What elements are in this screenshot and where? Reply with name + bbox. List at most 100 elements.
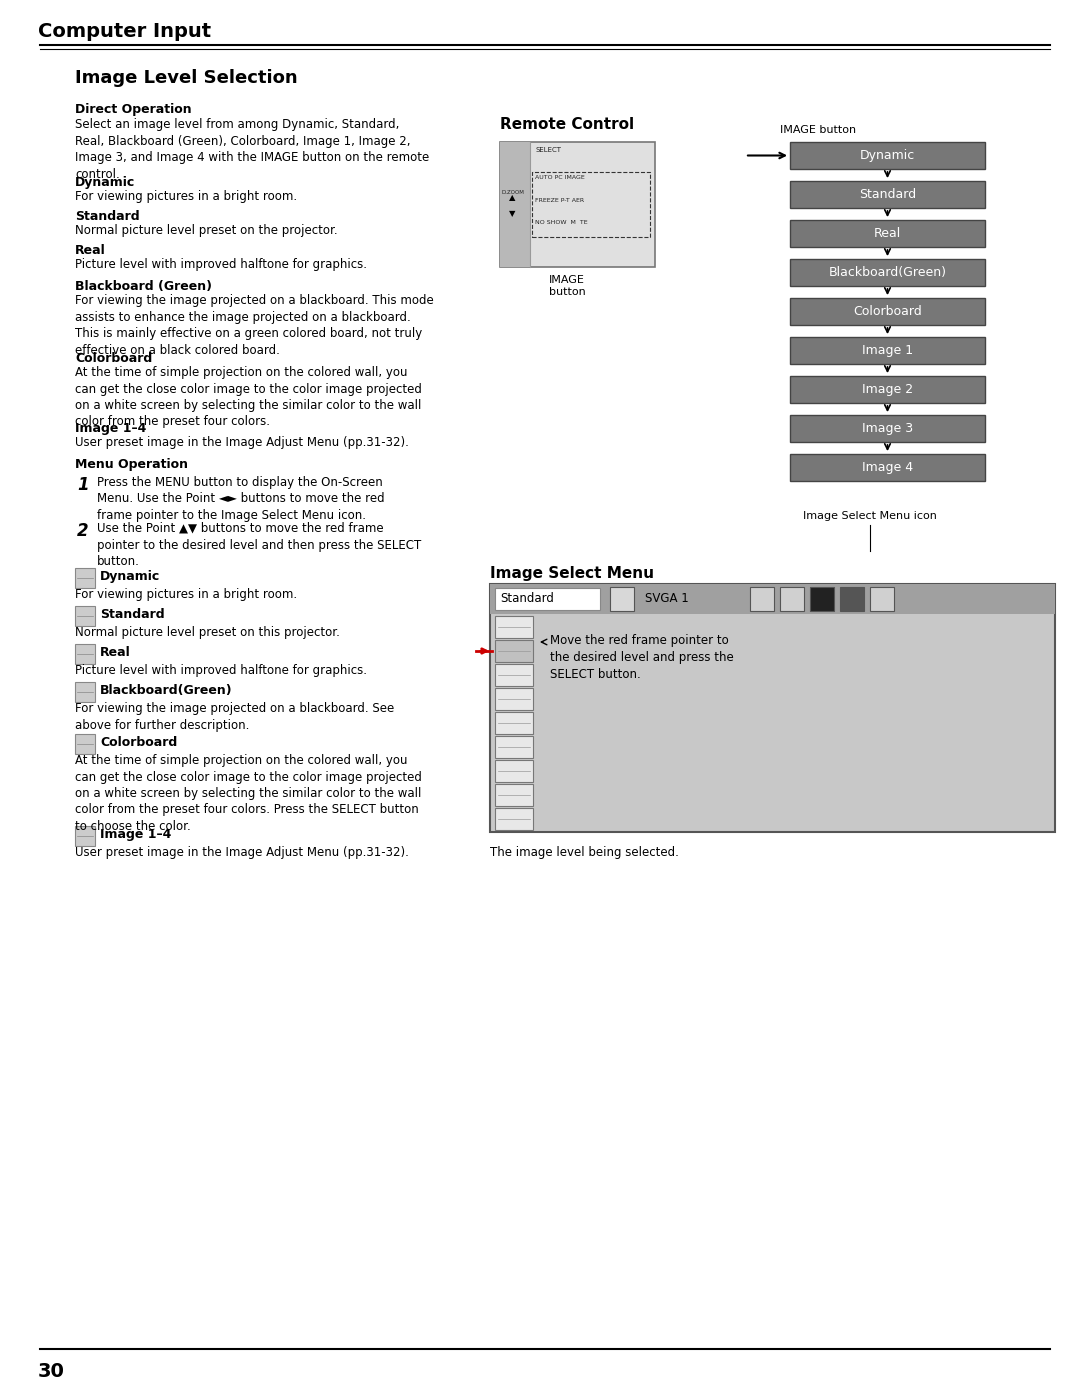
Text: Direct Operation: Direct Operation	[75, 103, 191, 116]
Text: Press the MENU button to display the On-Screen
Menu. Use the Point ◄► buttons to: Press the MENU button to display the On-…	[97, 476, 384, 522]
Ellipse shape	[505, 190, 523, 203]
FancyBboxPatch shape	[789, 219, 985, 247]
Ellipse shape	[561, 183, 578, 193]
FancyBboxPatch shape	[789, 415, 985, 441]
Text: For viewing pictures in a bright room.: For viewing pictures in a bright room.	[75, 588, 297, 601]
FancyBboxPatch shape	[75, 733, 95, 754]
Text: 2: 2	[77, 522, 89, 541]
FancyBboxPatch shape	[789, 454, 985, 481]
Text: Image 3: Image 3	[862, 422, 913, 434]
Text: Image Select Menu: Image Select Menu	[490, 566, 654, 581]
FancyBboxPatch shape	[495, 784, 534, 806]
FancyBboxPatch shape	[490, 584, 1055, 615]
FancyBboxPatch shape	[495, 736, 534, 759]
Text: D.ZOOM: D.ZOOM	[502, 190, 525, 196]
Text: Select an image level from among Dynamic, Standard,
Real, Blackboard (Green), Co: Select an image level from among Dynamic…	[75, 117, 429, 180]
Text: Image 4: Image 4	[862, 461, 913, 474]
Text: SVGA 1: SVGA 1	[645, 592, 689, 605]
FancyBboxPatch shape	[840, 587, 864, 610]
Text: Picture level with improved halftone for graphics.: Picture level with improved halftone for…	[75, 664, 367, 678]
FancyBboxPatch shape	[75, 644, 95, 664]
Text: Menu Operation: Menu Operation	[75, 458, 188, 471]
FancyBboxPatch shape	[495, 687, 534, 710]
Text: Computer Input: Computer Input	[38, 22, 211, 41]
Text: 1: 1	[77, 476, 89, 495]
Text: AUTO PC IMAGE: AUTO PC IMAGE	[535, 175, 584, 180]
Text: Image 2: Image 2	[862, 383, 913, 395]
Text: Image Level Selection: Image Level Selection	[75, 68, 298, 87]
FancyBboxPatch shape	[870, 587, 894, 610]
FancyBboxPatch shape	[810, 587, 834, 610]
Text: IMAGE
button: IMAGE button	[549, 275, 585, 296]
FancyBboxPatch shape	[495, 712, 534, 733]
Text: Normal picture level preset on this projector.: Normal picture level preset on this proj…	[75, 626, 340, 638]
Text: Blackboard(Green): Blackboard(Green)	[100, 685, 232, 697]
Text: At the time of simple projection on the colored wall, you
can get the close colo: At the time of simple projection on the …	[75, 366, 422, 429]
Text: Move the red frame pointer to
the desired level and press the
SELECT button.: Move the red frame pointer to the desire…	[550, 634, 733, 680]
FancyBboxPatch shape	[495, 807, 534, 830]
Ellipse shape	[536, 183, 553, 193]
FancyBboxPatch shape	[495, 588, 600, 610]
Text: SELECT: SELECT	[535, 147, 561, 154]
Text: Image 1–4: Image 1–4	[100, 828, 172, 841]
Text: Real: Real	[75, 244, 106, 257]
FancyBboxPatch shape	[789, 337, 985, 365]
FancyBboxPatch shape	[495, 640, 534, 662]
Text: FREEZE P-T AER: FREEZE P-T AER	[535, 198, 584, 203]
Text: Colorboard: Colorboard	[100, 736, 177, 749]
Text: IMAGE button: IMAGE button	[780, 124, 856, 136]
Text: Standard: Standard	[859, 189, 916, 201]
Text: Colorboard: Colorboard	[75, 352, 152, 365]
Text: Real: Real	[100, 645, 131, 659]
Text: Picture level with improved halftone for graphics.: Picture level with improved halftone for…	[75, 258, 367, 271]
Text: The image level being selected.: The image level being selected.	[490, 847, 679, 859]
Text: Image Select Menu icon: Image Select Menu icon	[804, 511, 937, 521]
Text: User preset image in the Image Adjust Menu (pp.31-32).: User preset image in the Image Adjust Me…	[75, 436, 409, 448]
Ellipse shape	[606, 205, 622, 215]
Text: ▼: ▼	[509, 210, 515, 218]
Ellipse shape	[561, 205, 578, 215]
Text: Dynamic: Dynamic	[860, 149, 915, 162]
Text: Normal picture level preset on the projector.: Normal picture level preset on the proje…	[75, 224, 338, 237]
Text: Real: Real	[874, 226, 901, 240]
Text: User preset image in the Image Adjust Menu (pp.31-32).: User preset image in the Image Adjust Me…	[75, 847, 409, 859]
FancyBboxPatch shape	[610, 587, 634, 610]
FancyBboxPatch shape	[495, 664, 534, 686]
FancyBboxPatch shape	[500, 142, 530, 267]
FancyBboxPatch shape	[789, 258, 985, 286]
Text: Colorboard: Colorboard	[853, 305, 922, 319]
Ellipse shape	[536, 226, 553, 237]
Text: Image 1–4: Image 1–4	[75, 422, 147, 434]
Text: Use the Point ▲▼ buttons to move the red frame
pointer to the desired level and : Use the Point ▲▼ buttons to move the red…	[97, 522, 421, 569]
FancyBboxPatch shape	[75, 682, 95, 703]
Ellipse shape	[606, 183, 622, 193]
FancyBboxPatch shape	[780, 587, 804, 610]
Text: For viewing pictures in a bright room.: For viewing pictures in a bright room.	[75, 190, 297, 203]
FancyBboxPatch shape	[789, 142, 985, 169]
Ellipse shape	[555, 155, 579, 165]
Text: 30: 30	[38, 1362, 65, 1382]
FancyBboxPatch shape	[75, 606, 95, 626]
Text: Blackboard(Green): Blackboard(Green)	[828, 265, 946, 279]
Text: Standard: Standard	[100, 608, 164, 622]
FancyBboxPatch shape	[789, 182, 985, 208]
FancyBboxPatch shape	[495, 616, 534, 638]
Text: Dynamic: Dynamic	[100, 570, 160, 583]
FancyBboxPatch shape	[495, 760, 534, 782]
Text: NO SHOW  M  TE: NO SHOW M TE	[535, 219, 588, 225]
Text: For viewing the image projected on a blackboard. This mode
assists to enhance th: For viewing the image projected on a bla…	[75, 293, 434, 356]
FancyBboxPatch shape	[750, 587, 774, 610]
FancyBboxPatch shape	[75, 569, 95, 588]
Text: Dynamic: Dynamic	[75, 176, 135, 189]
FancyBboxPatch shape	[490, 584, 1055, 833]
Text: For viewing the image projected on a blackboard. See
above for further descripti: For viewing the image projected on a bla…	[75, 703, 394, 732]
Text: Blackboard (Green): Blackboard (Green)	[75, 279, 212, 293]
FancyBboxPatch shape	[789, 376, 985, 402]
Text: Image 1: Image 1	[862, 344, 913, 358]
Text: Remote Control: Remote Control	[500, 117, 634, 131]
Text: Standard: Standard	[500, 592, 554, 605]
Ellipse shape	[570, 226, 588, 237]
Text: At the time of simple projection on the colored wall, you
can get the close colo: At the time of simple projection on the …	[75, 754, 422, 833]
Ellipse shape	[505, 205, 523, 218]
Ellipse shape	[536, 205, 553, 215]
